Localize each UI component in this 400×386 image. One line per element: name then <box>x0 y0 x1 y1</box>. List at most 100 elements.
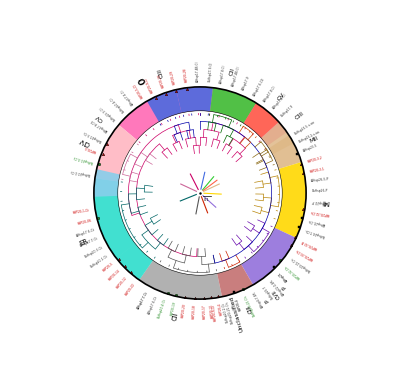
Text: AtHsp17.9: AtHsp17.9 <box>242 75 252 91</box>
Wedge shape <box>261 122 294 154</box>
Text: AtHsp17.4B-CI: AtHsp17.4B-CI <box>196 60 200 82</box>
Text: AtHsp17.4-CI: AtHsp17.4-CI <box>272 93 287 110</box>
Text: AtHsp17.8-CI: AtHsp17.8-CI <box>262 85 277 103</box>
Text: OsHsp20-3-Ct: OsHsp20-3-Ct <box>82 129 102 142</box>
Text: HSP20-4: HSP20-4 <box>234 298 242 311</box>
Text: OsHsp20-1-Ct: OsHsp20-1-Ct <box>89 254 109 269</box>
Text: HSP20-20: HSP20-20 <box>180 303 186 318</box>
Text: OsHsp23.5-s.aa: OsHsp23.5-s.aa <box>294 120 316 135</box>
Text: AtHsp17.4B-CI: AtHsp17.4B-CI <box>231 65 241 87</box>
Text: HSP20-29: HSP20-29 <box>170 69 177 85</box>
Text: AtHsp26.5-P: AtHsp26.5-P <box>310 178 330 183</box>
Text: O: O <box>137 76 148 86</box>
Text: CIII: CIII <box>245 304 253 314</box>
Wedge shape <box>94 169 120 197</box>
Text: AtHsp17.7-Ct: AtHsp17.7-Ct <box>79 237 99 248</box>
Text: HSP20-11: HSP20-11 <box>210 303 215 319</box>
Text: Unclassified: Unclassified <box>229 295 245 332</box>
Text: HSP20-28: HSP20-28 <box>183 68 188 83</box>
Text: HSP20-1-Ct: HSP20-1-Ct <box>73 208 90 215</box>
Text: HSP20-3.2: HSP20-3.2 <box>306 156 323 164</box>
Wedge shape <box>119 87 200 140</box>
Text: HSP20-32-Ch: HSP20-32-Ch <box>310 208 330 215</box>
Text: P: P <box>264 297 270 303</box>
Text: AtHsp22-P: AtHsp22-P <box>311 199 327 204</box>
Text: AtHsp4.7-ER: AtHsp4.7-ER <box>252 290 265 308</box>
Wedge shape <box>176 87 213 113</box>
Text: AtHsp17.6-Ct: AtHsp17.6-Ct <box>147 295 158 315</box>
Text: HSP20-9-Ct: HSP20-9-Ct <box>212 303 218 321</box>
Wedge shape <box>116 244 153 280</box>
Text: HSP20-5: HSP20-5 <box>102 262 115 273</box>
Text: OvHsp20-21-Ch: OvHsp20-21-Ch <box>244 294 257 317</box>
Text: AtHsp21: AtHsp21 <box>277 270 289 282</box>
Text: HSP20-22: HSP20-22 <box>124 282 136 296</box>
Text: HSP20-20: HSP20-20 <box>157 73 166 88</box>
Text: AtHsp17.8-CI: AtHsp17.8-CI <box>219 64 227 84</box>
Text: HSP20-19: HSP20-19 <box>170 301 177 317</box>
Circle shape <box>119 112 281 274</box>
Text: CVII: CVII <box>270 288 281 300</box>
Text: OsHsp26.7: OsHsp26.7 <box>262 283 275 299</box>
Text: AtHsp17.6-CII: AtHsp17.6-CII <box>252 77 266 96</box>
Text: CII: CII <box>229 67 236 76</box>
Wedge shape <box>139 260 222 299</box>
Text: AtHsp22.0-ER: AtHsp22.0-ER <box>270 277 286 295</box>
Wedge shape <box>94 196 135 258</box>
Text: HSP20-9-CI: HSP20-9-CI <box>144 76 155 93</box>
Text: OsHsp20-2-Ct: OsHsp20-2-Ct <box>221 301 230 323</box>
Text: CIV: CIV <box>78 137 91 147</box>
Wedge shape <box>147 90 182 122</box>
Text: AtHsp17.6-Ct: AtHsp17.6-Ct <box>75 227 95 238</box>
Text: OsHsp17.9: OsHsp17.9 <box>280 104 295 119</box>
Text: 0.1: 0.1 <box>204 198 210 202</box>
Wedge shape <box>210 88 256 123</box>
Text: ER: ER <box>79 238 89 247</box>
Wedge shape <box>200 87 287 146</box>
Wedge shape <box>94 178 153 280</box>
Text: MII: MII <box>309 135 319 144</box>
Text: HSP20-06: HSP20-06 <box>77 218 92 225</box>
Text: OsHsp26.7-Ch: OsHsp26.7-Ch <box>305 227 326 238</box>
Text: CII: CII <box>172 312 180 322</box>
Text: CIII: CIII <box>294 110 305 120</box>
Text: OsHsp26-P: OsHsp26-P <box>311 189 328 193</box>
Text: HSP20-33-Ch: HSP20-33-Ch <box>296 247 314 260</box>
Text: OsHsp23.2-s.aa: OsHsp23.2-s.aa <box>298 130 321 144</box>
Text: AtHsp17.7-Ct: AtHsp17.7-Ct <box>137 290 150 310</box>
Wedge shape <box>217 264 253 297</box>
Text: MI: MI <box>322 198 330 205</box>
Text: HSP20-32-Ch: HSP20-32-Ch <box>284 263 302 279</box>
Text: CV: CV <box>94 113 104 122</box>
Wedge shape <box>95 125 137 181</box>
Wedge shape <box>269 135 302 169</box>
Text: HSP20-17: HSP20-17 <box>202 304 206 319</box>
Text: OsHsp20-5-Ct: OsHsp20-5-Ct <box>72 155 94 164</box>
Text: OsHsp20-3-Ct: OsHsp20-3-Ct <box>84 245 104 259</box>
Text: AtHsp23.5: AtHsp23.5 <box>302 144 318 153</box>
Text: CV: CV <box>276 91 286 102</box>
Wedge shape <box>241 228 296 285</box>
Text: HSP20-4: HSP20-4 <box>217 302 224 316</box>
Text: OsHsp20-4-CI: OsHsp20-4-CI <box>108 95 126 113</box>
Text: OsHsp20-3-CI: OsHsp20-3-CI <box>99 105 117 122</box>
Text: HSP20-14: HSP20-14 <box>108 269 121 282</box>
Text: OsHsp17.9-CI: OsHsp17.9-CI <box>208 61 214 82</box>
Text: OsHsp20-4-Ct: OsHsp20-4-Ct <box>157 298 168 319</box>
Text: AtHsp17.8-CII: AtHsp17.8-CII <box>90 118 109 132</box>
Text: P: P <box>281 284 287 290</box>
Text: HSP20-32.B: HSP20-32.B <box>300 238 318 249</box>
Text: HSP20-3.1: HSP20-3.1 <box>309 167 325 174</box>
Text: HSP20-5-CI: HSP20-5-CI <box>132 82 144 98</box>
Text: OsHsp20-1-Ct: OsHsp20-1-Ct <box>70 168 91 176</box>
Text: OvHsp20-21-Ch: OvHsp20-21-Ch <box>290 255 312 272</box>
Text: HSP20-18: HSP20-18 <box>192 304 196 319</box>
Text: AtHsp17.4-CI: AtHsp17.4-CI <box>120 87 134 105</box>
Text: AtHsp21-Ch: AtHsp21-Ch <box>308 218 326 226</box>
Text: CIII: CIII <box>157 68 165 79</box>
Text: OvHsp20-21-Ch: OvHsp20-21-Ch <box>225 301 234 324</box>
Wedge shape <box>274 162 306 238</box>
Text: HSP20-12: HSP20-12 <box>116 276 128 290</box>
Text: HSP20-5: HSP20-5 <box>84 144 98 153</box>
Wedge shape <box>244 103 279 138</box>
